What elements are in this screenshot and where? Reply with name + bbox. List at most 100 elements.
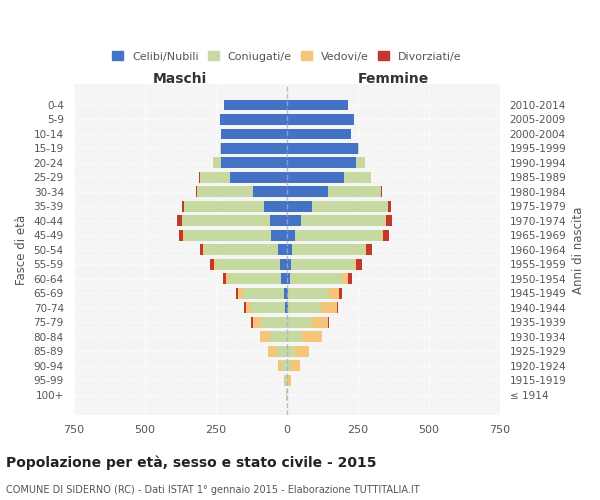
Bar [287,259,291,270]
Bar [287,158,356,168]
Bar [221,128,287,140]
Bar [358,143,359,154]
Bar [286,375,287,386]
Bar [184,201,264,212]
Bar [244,302,245,314]
Bar [200,244,203,256]
Bar [284,288,287,299]
Bar [280,259,287,270]
Bar [264,201,287,212]
Bar [269,216,287,226]
Bar [291,259,353,270]
Bar [230,172,287,183]
Bar [329,288,340,299]
Bar [353,259,356,270]
Bar [220,114,287,125]
Bar [261,317,287,328]
Bar [238,288,242,299]
Bar [269,332,287,342]
Text: Femmine: Femmine [358,72,429,86]
Bar [344,172,371,183]
Bar [200,172,230,183]
Bar [245,302,251,314]
Bar [203,244,205,256]
Bar [287,346,295,357]
Bar [348,274,352,284]
Bar [229,274,281,284]
Bar [223,274,226,284]
Y-axis label: Anni di nascita: Anni di nascita [572,206,585,294]
Bar [210,259,214,270]
Bar [236,288,238,299]
Bar [287,302,288,314]
Bar [290,274,342,284]
Bar [281,274,287,284]
Bar [284,375,286,386]
Bar [287,201,313,212]
Bar [260,332,269,342]
Bar [220,143,221,154]
Bar [337,302,338,314]
Bar [253,186,287,198]
Bar [302,332,322,342]
Bar [287,360,291,372]
Bar [382,230,383,241]
Bar [295,230,382,241]
Bar [288,302,321,314]
Bar [214,259,215,270]
Bar [287,100,348,110]
Bar [278,244,287,256]
Bar [287,216,301,226]
Bar [292,244,365,256]
Legend: Celibi/Nubili, Coniugati/e, Vedovi/e, Divorziati/e: Celibi/Nubili, Coniugati/e, Vedovi/e, Di… [108,47,466,66]
Bar [197,186,253,198]
Bar [251,317,253,328]
Bar [268,346,277,357]
Bar [226,274,229,284]
Bar [205,244,278,256]
Bar [251,302,286,314]
Bar [295,346,310,357]
Bar [287,244,292,256]
Text: COMUNE DI SIDERNO (RC) - Dati ISTAT 1° gennaio 2015 - Elaborazione TUTTITALIA.IT: COMUNE DI SIDERNO (RC) - Dati ISTAT 1° g… [6,485,419,495]
Bar [184,230,271,241]
Bar [287,114,353,125]
Bar [356,259,362,270]
Bar [271,230,287,241]
Bar [291,360,299,372]
Bar [196,186,197,198]
Bar [286,302,287,314]
Bar [356,158,365,168]
Y-axis label: Fasce di età: Fasce di età [15,215,28,285]
Bar [221,143,287,154]
Bar [380,186,382,198]
Bar [183,230,184,241]
Bar [301,216,385,226]
Bar [287,172,344,183]
Bar [287,186,328,198]
Bar [367,244,372,256]
Bar [177,216,182,226]
Bar [385,216,386,226]
Bar [340,288,342,299]
Bar [288,288,329,299]
Bar [277,346,287,357]
Bar [342,274,348,284]
Bar [287,317,311,328]
Bar [278,360,283,372]
Bar [221,158,287,168]
Bar [365,244,367,256]
Bar [242,288,284,299]
Bar [253,317,261,328]
Bar [287,128,351,140]
Bar [313,201,388,212]
Bar [386,216,392,226]
Bar [287,288,288,299]
Bar [224,100,287,110]
Bar [311,317,328,328]
Bar [182,201,184,212]
Bar [213,158,221,168]
Bar [287,274,290,284]
Bar [288,375,291,386]
Bar [287,332,302,342]
